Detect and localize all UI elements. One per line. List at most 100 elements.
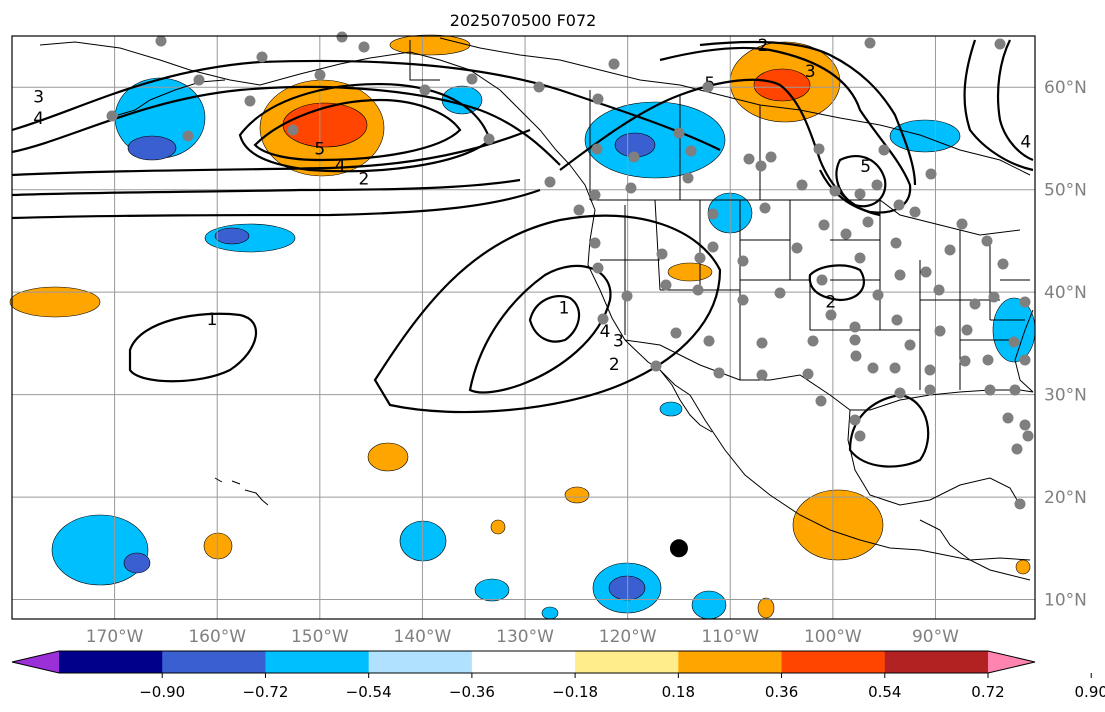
station-dot: [650, 360, 662, 372]
station-dot: [891, 314, 903, 326]
station-dot: [802, 368, 814, 380]
station-dot: [796, 179, 808, 191]
negative-anomaly-small-4: [659, 401, 683, 417]
negative-anomaly-hudson: [889, 119, 961, 153]
longitude-label: 90°W: [912, 627, 959, 647]
contour-line: [835, 155, 887, 208]
station-dot: [944, 244, 956, 256]
longitude-labels: 170°W 160°W 150°W 140°W 130°W 120°W 110°W 100°W…: [86, 627, 959, 647]
latitude-label: 10°N: [1044, 591, 1087, 611]
station-dot: [920, 266, 932, 278]
station-dot: [825, 309, 837, 321]
colorbar-tick-label: −0.72: [242, 683, 288, 701]
negative-anomaly-small-1: [399, 520, 447, 562]
station-dot: [625, 182, 637, 194]
contour-line: [808, 264, 865, 302]
contour-label: 3: [805, 62, 816, 82]
station-dot: [791, 242, 803, 254]
contour-line: [659, 46, 912, 214]
colorbar-segment: [678, 651, 783, 673]
contour-line: [963, 39, 1034, 172]
east-coast: [1014, 309, 1034, 393]
contour-label: 4: [600, 322, 611, 342]
colorbar-tick-label: 0.90: [1075, 683, 1105, 701]
contour-label: 3: [613, 331, 624, 351]
station-dot: [737, 294, 749, 306]
station-dot: [925, 168, 937, 180]
station-dot: [1019, 296, 1031, 308]
station-dot: [682, 172, 694, 184]
contour-line: [468, 264, 612, 394]
station-dot: [628, 151, 640, 163]
station-dot: [1011, 443, 1023, 455]
station-dot: [815, 395, 827, 407]
baja-peninsula: [659, 369, 713, 433]
colorbar-extend-max: [988, 651, 1035, 673]
station-dot: [713, 367, 725, 379]
positive-anomaly-small-5: [757, 597, 775, 619]
positive-anomaly-small-1: [367, 442, 409, 472]
station-dot: [1019, 419, 1031, 431]
station-dot: [969, 298, 981, 310]
station-dot: [589, 189, 601, 201]
station-dot: [1022, 430, 1034, 442]
station-dot: [544, 176, 556, 188]
station-dot: [774, 287, 786, 299]
station-dot: [850, 350, 862, 362]
latitude-label: 40°N: [1044, 283, 1087, 303]
station-dot: [904, 339, 916, 351]
station-dot: [336, 31, 348, 43]
station-dot: [871, 179, 883, 191]
station-dot: [756, 369, 768, 381]
station-dot: [894, 269, 906, 281]
station-dot: [1002, 412, 1014, 424]
station-dot: [589, 237, 601, 249]
station-dot: [256, 51, 268, 63]
station-dot: [592, 262, 604, 274]
station-dot: [106, 110, 118, 122]
station-dot: [592, 93, 604, 105]
station-dot: [924, 364, 936, 376]
contour-label: 5: [314, 140, 325, 160]
station-dot: [867, 362, 879, 374]
longitude-label: 130°W: [496, 627, 554, 647]
station-dot: [982, 354, 994, 366]
station-dot: [621, 290, 633, 302]
north-coast: [439, 37, 1031, 176]
map-frame: [11, 35, 1036, 620]
contour-label: 2: [825, 292, 836, 312]
station-dot: [483, 133, 495, 145]
strong-negative-anomaly-bering: [127, 135, 177, 161]
station-dot: [893, 199, 905, 211]
colorbar-segment: [471, 651, 576, 673]
station-dot: [759, 202, 771, 214]
station-dot: [1019, 354, 1031, 366]
station-dot: [878, 144, 890, 156]
station-dot: [1009, 384, 1021, 396]
station-dot: [849, 414, 861, 426]
station-dot: [707, 241, 719, 253]
colorbar-tick-label: −0.18: [552, 683, 598, 701]
contour-label: 1: [207, 310, 218, 330]
station-dot: [854, 188, 866, 200]
station-dot: [573, 204, 585, 216]
station-dot: [692, 284, 704, 296]
latitude-label: 60°N: [1044, 78, 1087, 98]
longitude-label: 160°W: [188, 627, 246, 647]
station-dot: [984, 384, 996, 396]
positive-anomaly-mexico: [792, 489, 884, 561]
colorbar-tick-label: 0.18: [662, 683, 695, 701]
station-dot: [961, 324, 973, 336]
map-panel: 3454211432523524: [9, 31, 1036, 620]
contour-label: 3: [33, 87, 44, 107]
positive-anomaly-great-basin: [667, 262, 713, 282]
strong-negative-anomaly-south: [608, 575, 646, 601]
contour-line: [128, 312, 258, 383]
station-dot: [597, 313, 609, 325]
negative-anomaly-small-3: [691, 590, 727, 620]
colorbar-extend-min: [12, 651, 59, 673]
mexico-coast: [689, 394, 1031, 561]
negative-anomaly-small-2: [474, 578, 510, 602]
central-america: [919, 519, 1031, 581]
